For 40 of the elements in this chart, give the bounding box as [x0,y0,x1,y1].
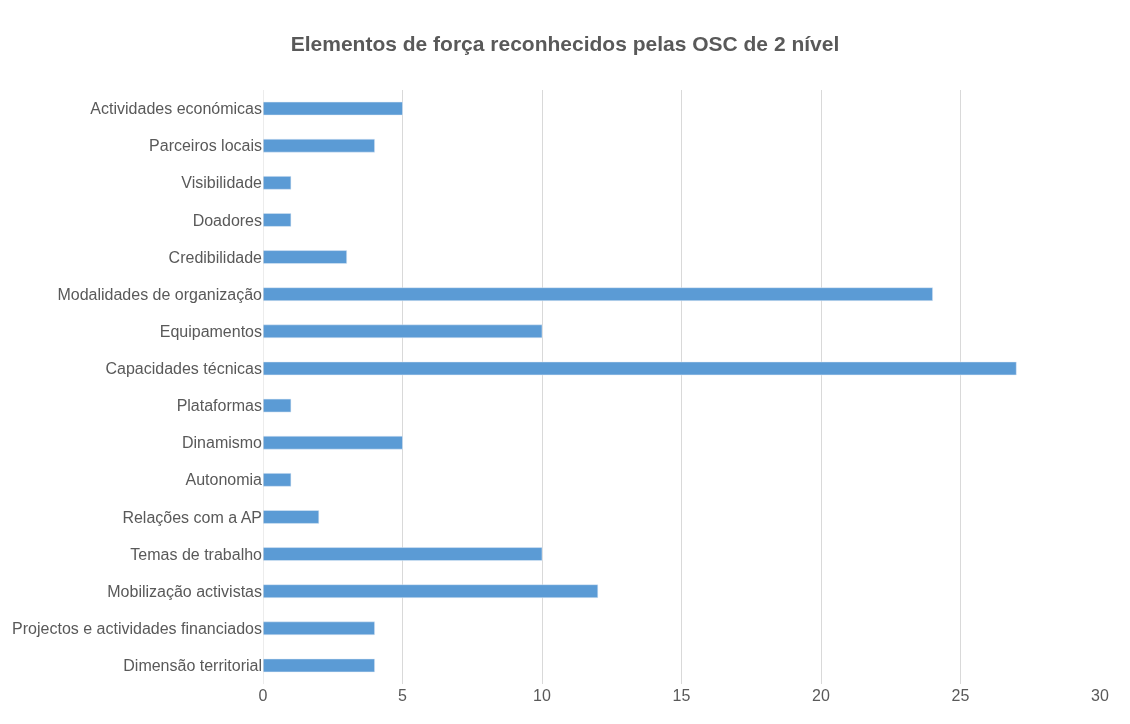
bar [263,324,543,339]
bar [263,584,599,598]
bar [263,213,292,227]
y-tick-label: Projectos e actividades financiados [12,619,262,637]
bar [263,250,347,264]
x-tick-label: 5 [398,687,408,704]
bar [263,101,403,116]
y-tick-label: Visibilidade [181,174,263,192]
x-tick-label: 15 [672,687,691,704]
x-tick-label: 0 [258,687,268,704]
bar [263,435,403,450]
y-tick-label: Dinamismo [181,434,263,452]
chart-title: Elementos de força reconhecidos pelas OSC de 2 nível [290,31,840,55]
bar [263,510,320,524]
x-tick-label: 30 [1091,687,1109,704]
x-tick-label: 10 [533,687,551,704]
y-tick-label: Autonomia [185,471,263,489]
y-tick-label: Credibilidade [168,248,263,266]
y-tick-label: Actividades económicas [90,100,262,118]
bar [263,361,1017,376]
x-tick-label: 20 [812,687,830,704]
bar [263,658,375,673]
y-tick-label: Modalidades de organização [57,285,263,303]
bar [263,176,292,190]
bar [263,621,375,636]
y-tick-label: Dimensão territorial [123,657,262,675]
bar [263,398,292,413]
x-tick-label: 25 [951,687,970,704]
y-tick-label: Capacidades técnicas [105,360,262,378]
y-tick-label: Relações com a AP [122,508,262,526]
y-tick-label: Parceiros locais [149,137,262,155]
bar [263,547,543,561]
bar [263,287,933,301]
bar [263,138,375,153]
y-tick-label: Plataformas [176,397,262,415]
bar [263,473,292,487]
y-tick-label: Mobilização activistas [107,582,262,600]
y-tick-label: Doadores [192,211,262,229]
y-tick-label: Temas de trabalho [130,545,263,563]
y-tick-label: Equipamentos [159,322,262,340]
